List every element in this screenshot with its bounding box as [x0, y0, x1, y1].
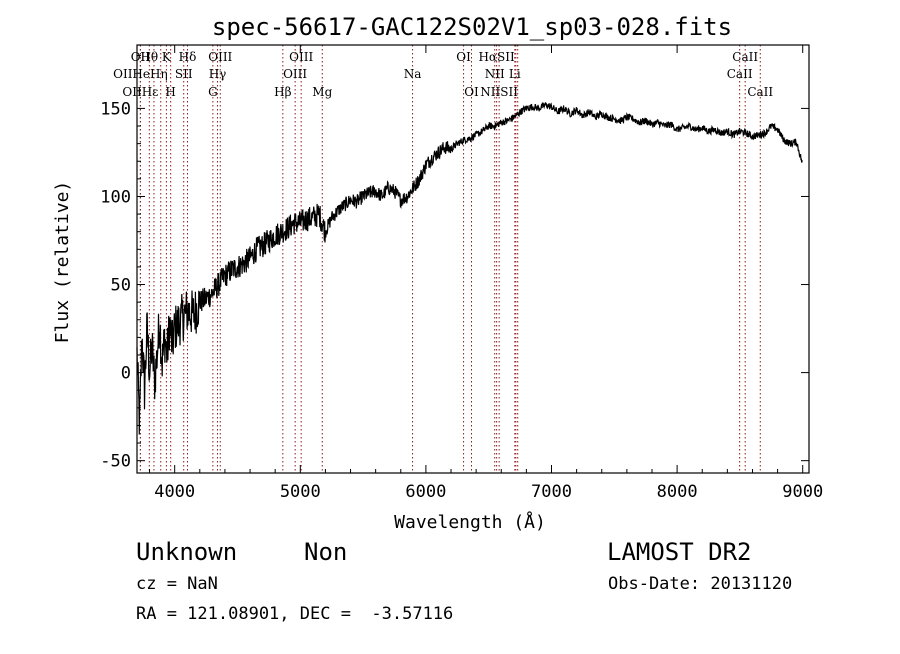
spectral-line-label: Hγ: [209, 67, 227, 81]
x-tick-label: 9000: [782, 482, 823, 502]
spectrum-series: [136, 102, 803, 435]
spectral-line-label: Mg: [312, 85, 332, 99]
x-axis-label: Wavelength (Å): [394, 511, 546, 533]
spectral-line-label: CaII: [747, 85, 773, 99]
x-tick-label: 5000: [280, 482, 321, 502]
y-tick-label: 0: [121, 364, 131, 384]
spectral-line-label: Hθ: [140, 50, 158, 64]
object-subclass: Non: [304, 538, 348, 566]
spectral-line-label: HαSII: [478, 50, 515, 64]
x-tick-label: 6000: [405, 482, 446, 502]
spectral-line-label: CaII: [732, 50, 758, 64]
spectral-line-label: NIISII: [480, 85, 518, 99]
chart-title: spec-56617-GAC122S02V1_sp03-028.fits: [212, 13, 732, 41]
spectral-line-label: OIIHε: [122, 85, 158, 99]
spectral-line-label: CaII: [727, 67, 753, 81]
spectral-line-label: K: [162, 50, 172, 64]
spectral-line-label: Na: [404, 67, 422, 81]
y-tick-label: -50: [100, 452, 131, 472]
redshift-cz: cz = NaN: [136, 574, 218, 594]
spectral-line-label: Hβ: [274, 85, 291, 99]
spectral-line-label: SII: [175, 67, 193, 81]
survey-name: LAMOST DR2: [607, 538, 752, 566]
spectral-line-label: OI: [464, 85, 479, 99]
x-tick-label: 4000: [154, 482, 195, 502]
y-tick-label: 150: [100, 99, 131, 119]
observation-date: Obs-Date: 20131120: [608, 574, 793, 594]
spectral-line-label: H: [165, 85, 175, 99]
spectral-line-label: G: [208, 85, 218, 99]
plot-frame: [136, 44, 810, 474]
spectral-line-label: OIII: [289, 50, 313, 64]
spectral-line-label: NII: [485, 67, 505, 81]
x-tick-label: 7000: [531, 482, 572, 502]
spectral-line-label: OI: [456, 50, 471, 64]
object-class: Unknown: [136, 538, 238, 566]
spectral-line-label: OIII: [283, 67, 307, 81]
spectral-line-label: OIIHeHη: [113, 67, 168, 81]
spectral-line-label: OII: [131, 50, 151, 64]
spectral-line-label: Hδ: [179, 50, 197, 64]
spectral-line-label: OIII: [208, 50, 232, 64]
y-tick-label: 100: [100, 187, 131, 207]
y-tick-label: 50: [111, 276, 131, 296]
spectral-line-label: Li: [509, 67, 521, 81]
y-axis-label: Flux (relative): [52, 181, 73, 344]
x-tick-label: 8000: [657, 482, 698, 502]
coordinates: RA = 121.08901, DEC = -3.57116: [136, 604, 454, 624]
